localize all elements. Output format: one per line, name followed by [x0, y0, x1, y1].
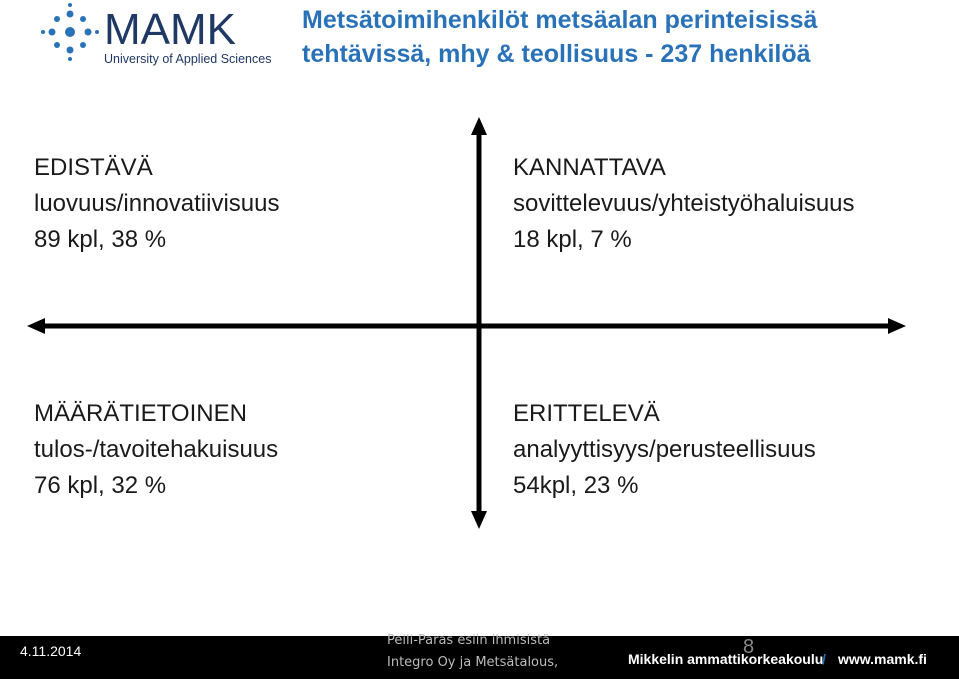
quadrant-label: KANNATTAVA: [513, 154, 666, 181]
logo-subtitle: University of Applied Sciences: [104, 52, 271, 66]
quadrant-count: 18 kpl, 7 %: [513, 226, 632, 253]
page-number: 8: [743, 636, 755, 658]
quadrant-trait: sovittelevuus/yhteistyöhaluisuus: [513, 190, 855, 217]
title-line: tehtävissä, mhy & teollisuus - 237 henki…: [302, 40, 811, 68]
footer: 4.11.2014 Peili-Paras esiin ihmisistä In…: [0, 633, 959, 679]
separator: /: [822, 651, 826, 667]
quadrant-label: MÄÄRÄTIETOINEN: [34, 400, 247, 427]
quadrant-label: EDISTÄVÄ: [34, 154, 153, 181]
quadrant-trait: analyyttisyys/perusteellisuus: [513, 436, 816, 463]
source-line: Integro Oy ja Metsätalous,: [387, 655, 559, 670]
date: 4.11.2014: [20, 643, 82, 659]
graphics: MAMK University of Applied Sciences: [27, 3, 906, 529]
title-line: Metsätoimihenkilöt metsäalan perinteisis…: [302, 6, 818, 34]
quadrant-count: 76 kpl, 32 %: [34, 472, 167, 499]
quadrant-trait: luovuus/innovatiivisuus: [34, 190, 280, 217]
axes: [42, 130, 892, 516]
arrowheads: [27, 117, 906, 529]
org: Mikkelin ammattikorkeakoulu: [628, 651, 824, 667]
quadrant-count: 89 kpl, 38 %: [34, 226, 167, 253]
quadrant-trait: tulos-/tavoitehakuisuus: [34, 436, 279, 463]
quadrant-count: 54kpl, 23 %: [513, 472, 639, 499]
quadrant-label: ERITTELEVÄ: [513, 400, 660, 427]
url: www.mamk.fi: [838, 651, 927, 667]
logo-name: MAMK: [104, 5, 236, 54]
source-line: Peili-Paras esiin ihmisistä: [387, 633, 551, 648]
logo-mark: [41, 3, 99, 61]
